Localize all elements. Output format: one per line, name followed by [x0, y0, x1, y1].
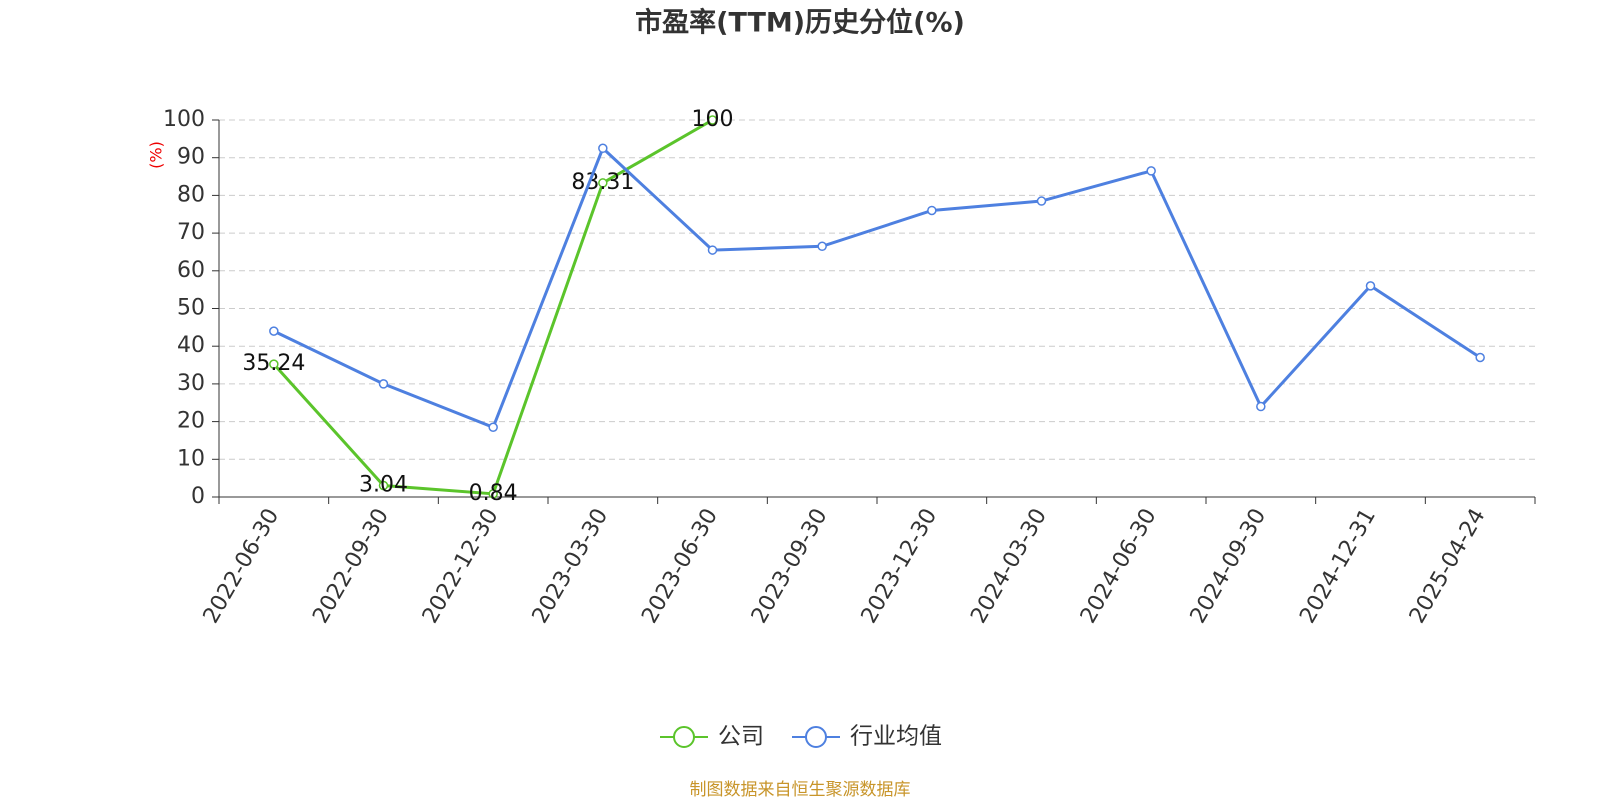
data-point — [817, 241, 827, 252]
data-point — [1475, 352, 1485, 363]
x-tick-label: 2024-03-30 — [966, 505, 1052, 628]
x-tick-label: 2024-06-30 — [1076, 505, 1162, 628]
x-tick-label: 2024-12-31 — [1295, 505, 1381, 628]
data-point — [488, 422, 498, 433]
series-line — [272, 118, 714, 496]
data-label: 83.31 — [571, 170, 634, 195]
legend-marker — [805, 726, 827, 748]
y-tick-label: 100 — [163, 107, 205, 132]
x-tick-label: 2023-03-30 — [528, 505, 614, 628]
legend-label[interactable]: 行业均值 — [850, 724, 942, 750]
x-tick-label: 2022-09-30 — [308, 505, 394, 628]
x-tick-label: 2025-04-24 — [1405, 505, 1491, 628]
data-point — [1146, 166, 1156, 176]
chart-title: 市盈率(TTM)历史分位(%) — [635, 7, 965, 39]
data-point — [1256, 401, 1266, 412]
data-point — [488, 489, 498, 499]
y-tick-label: 90 — [177, 145, 205, 170]
y-tick-label: 60 — [177, 258, 205, 283]
y-tick-label: 30 — [177, 371, 205, 396]
data-point — [1036, 196, 1047, 206]
y-tick-label: 80 — [177, 182, 205, 207]
data-label: 3.04 — [359, 473, 408, 498]
x-tick-label: 2023-12-30 — [857, 504, 943, 627]
data-point — [378, 480, 389, 491]
x-tick-label: 2022-06-30 — [199, 505, 285, 628]
x-tick-label: 2024-09-30 — [1186, 505, 1272, 628]
data-label: 0.84 — [469, 481, 518, 506]
legend-label[interactable]: 公司 — [718, 724, 764, 750]
y-tick-label: 40 — [177, 333, 205, 358]
data-point — [598, 178, 608, 188]
data-point — [598, 143, 608, 154]
source-note: 制图数据来自恒生聚源数据库 — [690, 780, 911, 800]
series-line — [273, 145, 1481, 430]
y-tick-label: 50 — [177, 296, 205, 321]
y-axis-label: (%) — [147, 141, 166, 169]
data-point — [269, 326, 279, 336]
data-point — [707, 115, 718, 125]
data-point — [1365, 281, 1376, 291]
x-tick-label: 2023-09-30 — [747, 505, 833, 628]
data-point — [378, 379, 389, 389]
x-tick-label: 2022-12-30 — [418, 504, 504, 627]
legend-marker — [673, 726, 695, 748]
data-label: 100 — [692, 107, 734, 132]
data-point — [707, 245, 718, 255]
y-tick-label: 70 — [177, 220, 205, 245]
data-point — [269, 359, 279, 369]
x-tick-label: 2023-06-30 — [637, 505, 723, 628]
data-label: 35.24 — [242, 351, 305, 376]
y-tick-label: 0 — [191, 484, 205, 509]
y-tick-label: 20 — [177, 409, 205, 434]
data-point — [927, 205, 937, 216]
y-tick-label: 10 — [177, 446, 205, 471]
